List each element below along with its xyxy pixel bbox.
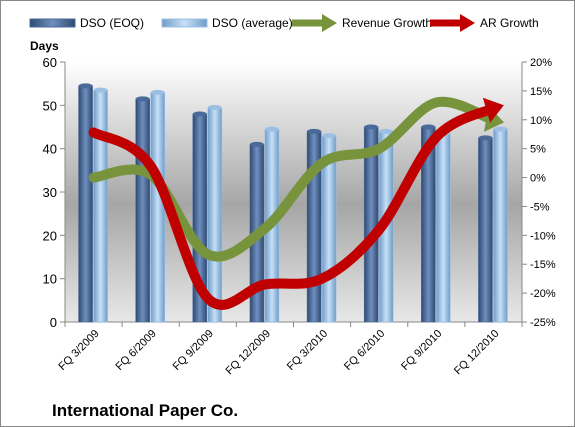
bar-cap bbox=[307, 128, 322, 134]
y2-tick-label: -5% bbox=[530, 201, 550, 213]
bar bbox=[150, 92, 165, 323]
legend-swatch bbox=[29, 18, 76, 28]
bar bbox=[135, 98, 150, 323]
bar-cap bbox=[264, 126, 279, 132]
bar bbox=[493, 128, 508, 323]
y2-tick-label: -10% bbox=[530, 230, 556, 242]
legend-swatch bbox=[161, 18, 208, 28]
y2-tick-label: -15% bbox=[530, 259, 556, 271]
legend-arrow bbox=[460, 14, 475, 32]
y-tick-label: 60 bbox=[43, 55, 57, 70]
arrowhead bbox=[482, 97, 504, 123]
legend-label: DSO (average) bbox=[212, 16, 293, 30]
bar bbox=[78, 85, 93, 323]
y2-tick-label: 10% bbox=[530, 115, 552, 127]
bar-cap bbox=[322, 133, 337, 139]
y2-tick-label: 5% bbox=[530, 144, 546, 156]
y-tick-label: 50 bbox=[43, 98, 57, 113]
y2-tick-label: 20% bbox=[530, 57, 552, 69]
y-tick-label: 10 bbox=[43, 272, 57, 287]
y-tick-label: 0 bbox=[50, 315, 57, 330]
bar bbox=[93, 89, 108, 323]
chart-title: International Paper Co. bbox=[52, 401, 238, 420]
bar-cap bbox=[421, 124, 436, 130]
bar-cap bbox=[135, 96, 150, 102]
legend-label: DSO (EOQ) bbox=[80, 16, 144, 30]
y2-tick-label: -25% bbox=[530, 317, 556, 329]
bar-cap bbox=[93, 87, 108, 93]
y2-tick-label: -20% bbox=[530, 288, 556, 300]
y-axis-label: Days bbox=[30, 39, 59, 53]
bar-cap bbox=[78, 83, 93, 89]
legend-label: Revenue Growth bbox=[342, 16, 432, 30]
bar-cap bbox=[150, 89, 165, 95]
y-tick-label: 40 bbox=[43, 142, 57, 157]
bar-cap bbox=[249, 141, 264, 147]
bar-cap bbox=[379, 128, 394, 134]
bar bbox=[207, 107, 223, 323]
bar-cap bbox=[364, 124, 379, 130]
bar-cap bbox=[478, 135, 493, 141]
bar bbox=[478, 137, 493, 323]
legend-label: AR Growth bbox=[480, 16, 539, 30]
bar bbox=[436, 133, 451, 323]
y2-tick-label: 15% bbox=[530, 86, 552, 98]
y-tick-label: 30 bbox=[43, 185, 57, 200]
bar-cap bbox=[493, 126, 508, 132]
y2-tick-label: 0% bbox=[530, 173, 546, 185]
y-tick-label: 20 bbox=[43, 228, 57, 243]
line bbox=[88, 103, 499, 310]
bar-cap bbox=[192, 111, 207, 117]
bar-cap bbox=[207, 105, 222, 110]
legend-arrow bbox=[322, 14, 337, 32]
